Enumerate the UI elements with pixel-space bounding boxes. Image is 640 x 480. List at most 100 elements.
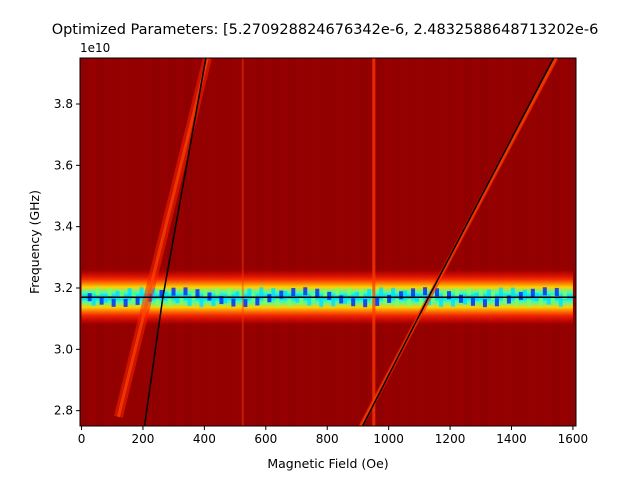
band-blip	[530, 288, 535, 297]
band-blip	[263, 296, 268, 305]
heatmap-column	[440, 58, 448, 426]
band-blip	[391, 287, 396, 296]
band-blip	[139, 287, 144, 296]
band-blip	[171, 287, 176, 296]
band-blip	[155, 299, 160, 308]
heatmap-column	[536, 58, 544, 426]
heatmap-column	[112, 58, 120, 426]
heatmap-column	[328, 58, 336, 426]
heatmap-column	[128, 58, 136, 426]
heatmap-column	[104, 58, 112, 426]
y-tick-label: 3.2	[54, 281, 73, 295]
band-blip	[303, 287, 308, 296]
y-tick-label: 3.8	[54, 97, 73, 111]
band-blip	[399, 291, 404, 300]
heatmap-column	[512, 58, 520, 426]
heatmap-column	[520, 58, 528, 426]
y-axis: 2.8 3.0 3.2 3.4 3.6 3.8	[54, 97, 80, 418]
band-blip	[195, 289, 200, 298]
band-blip	[91, 297, 96, 306]
band-blip	[490, 292, 495, 301]
band-blip	[458, 294, 463, 303]
heatmap-column	[216, 58, 224, 426]
heatmap-column	[176, 58, 184, 426]
band-blip	[223, 295, 228, 304]
band-blip	[123, 298, 128, 307]
band-blip	[383, 296, 388, 305]
band-blip	[506, 295, 511, 304]
heatmap-column	[472, 58, 480, 426]
band-blip	[255, 297, 260, 306]
heatmap-column	[416, 58, 424, 426]
band-blip	[379, 287, 384, 296]
band-blip	[291, 287, 296, 296]
band-blip	[498, 287, 503, 296]
band-blip	[339, 295, 344, 304]
band-blip	[351, 298, 356, 307]
band-blip	[299, 296, 304, 305]
band-blip	[486, 289, 491, 298]
band-blip	[203, 289, 208, 298]
band-blip	[359, 289, 364, 298]
heatmap-column	[144, 58, 152, 426]
band-blip	[423, 287, 428, 296]
band-blip	[447, 291, 452, 300]
band-blip	[482, 299, 487, 308]
band-blip	[407, 299, 412, 308]
heatmap-column	[240, 58, 248, 426]
heatmap-column	[544, 58, 552, 426]
heatmap-column	[312, 58, 320, 426]
heatmap-column	[400, 58, 408, 426]
heatmap-column	[504, 58, 512, 426]
vertical-artifact-line	[241, 58, 244, 426]
band-blip	[295, 294, 300, 303]
band-blip	[335, 287, 340, 296]
heatmap	[80, 58, 576, 426]
band-blip	[287, 298, 292, 307]
heatmap-column	[352, 58, 360, 426]
heatmap-column	[288, 58, 296, 426]
heatmap-column	[392, 58, 400, 426]
band-blip	[347, 287, 352, 296]
diagonal-band-core-1	[116, 58, 209, 418]
heatmap-column	[168, 58, 176, 426]
x-tick-label: 0	[78, 432, 86, 446]
band-blip	[546, 296, 551, 305]
band-blip	[179, 296, 184, 305]
band-blip	[514, 298, 519, 307]
heatmap-column	[184, 58, 192, 426]
band-blip	[435, 288, 440, 297]
heatmap-column	[152, 58, 160, 426]
band-blip	[478, 288, 483, 297]
heatmap-column	[320, 58, 328, 426]
band-blip	[538, 297, 543, 306]
band-blip	[307, 297, 312, 306]
fit-line-1	[143, 58, 207, 426]
heatmap-column	[560, 58, 568, 426]
band-blip	[227, 287, 232, 296]
band-blip	[419, 297, 424, 306]
band-blip	[243, 299, 248, 308]
x-tick-label: 1600	[558, 432, 589, 446]
band-blip	[343, 295, 348, 304]
band-blip	[235, 291, 240, 300]
heatmap-column	[120, 58, 128, 426]
x-tick-label: 1200	[435, 432, 466, 446]
band-blip	[542, 287, 547, 296]
fit-lines	[81, 58, 576, 426]
y-tick-label: 3.0	[54, 342, 73, 356]
heatmap-column	[496, 58, 504, 426]
y-axis-label: Frequency (GHz)	[27, 190, 42, 294]
heatmap-column	[256, 58, 264, 426]
heatmap-column	[296, 58, 304, 426]
band-blip	[159, 290, 164, 299]
band-blip	[387, 294, 392, 303]
x-tick-label: 1400	[496, 432, 527, 446]
band-blip	[522, 289, 527, 298]
band-blip	[319, 299, 324, 308]
heatmap-column	[136, 58, 144, 426]
y-offset-label: 1e10	[80, 41, 110, 55]
heatmap-column	[280, 58, 288, 426]
heatmap-column	[432, 58, 440, 426]
